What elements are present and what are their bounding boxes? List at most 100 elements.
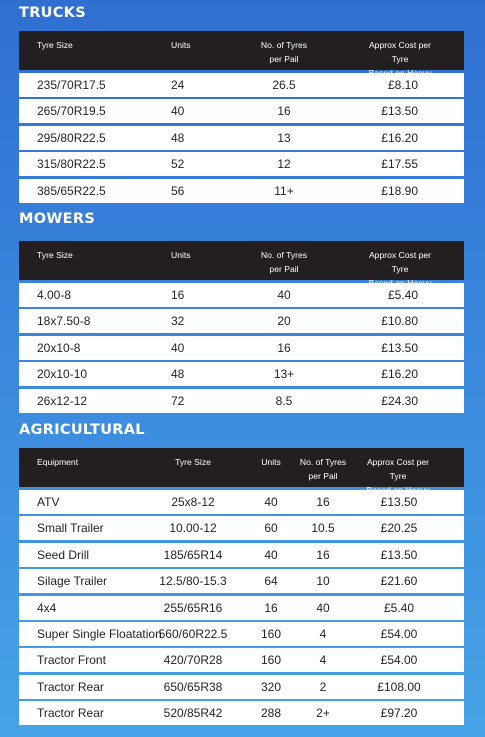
cell-units: 160 xyxy=(260,653,282,668)
table-row: 26x12-12 72 8.5 £24.30 xyxy=(19,388,464,413)
table-row: Tractor Front 420/70R28 160 4 £54.00 xyxy=(19,648,464,673)
table-row: 295/80R22.5 48 13 £16.20 xyxy=(19,125,464,150)
cell-size: 265/70R19.5 xyxy=(37,104,106,119)
cell-units: 52 xyxy=(171,157,185,172)
trucks-table: Tyre Size Units No. of Tyres per Pail Ap… xyxy=(19,31,464,203)
header-tyres-line2: per Pail xyxy=(269,54,299,64)
agricultural-table: Equipment Tyre Size Units No. of Tyres p… xyxy=(19,448,464,726)
header-tyres-per-pail: No. of Tyres per Pail xyxy=(300,455,346,483)
table-row: Tractor Rear 650/65R38 320 2 £108.00 xyxy=(19,674,464,699)
header-cost-line1: Approx Cost per Tyre xyxy=(368,250,432,274)
cell-equipment: Small Trailer xyxy=(37,521,104,536)
table-row: Super Single Floatation 560/60R22.5 160 4 £5… xyxy=(19,622,464,646)
cell-size: 520/85R42 xyxy=(163,706,223,721)
cell-cost: £5.40 xyxy=(387,288,418,302)
cell-cost: £10.80 xyxy=(381,314,418,329)
header-units: Units xyxy=(261,457,281,467)
cell-equipment: Seed Drill xyxy=(37,547,90,562)
cell-cost: £17.55 xyxy=(381,157,418,172)
cell-size: 315/80R22.5 xyxy=(37,157,106,172)
cell-tyres: 40 xyxy=(277,288,291,302)
cell-units: 60 xyxy=(264,521,278,536)
cell-units: 288 xyxy=(260,706,282,721)
header-units: Units xyxy=(171,250,191,260)
header-tyres-line2: per Pail xyxy=(308,471,338,481)
cell-size: 295/80R22.5 xyxy=(37,130,106,145)
cell-units: 40 xyxy=(171,340,185,355)
cell-units: 72 xyxy=(171,393,185,408)
cell-units: 56 xyxy=(171,183,185,198)
cell-cost: £54.00 xyxy=(380,627,418,641)
cell-cost: £16.20 xyxy=(381,130,418,145)
cell-units: 40 xyxy=(264,547,278,562)
cell-tyres: 2+ xyxy=(316,706,330,721)
header-equipment: Equipment xyxy=(37,457,79,467)
table-row: 265/70R19.5 40 16 £13.50 xyxy=(19,99,464,124)
table-row: Seed Drill 185/65R14 40 16 £13.50 xyxy=(19,542,464,567)
cell-cost: £13.50 xyxy=(381,104,418,119)
header-tyres-per-pail: No. of Tyres per Pail xyxy=(261,248,307,276)
cell-tyres: 16 xyxy=(316,547,330,562)
cell-size: 650/65R38 xyxy=(163,679,223,694)
cell-units: 40 xyxy=(264,495,278,509)
table-row: ATV 25x8-12 40 16 £13.50 xyxy=(19,490,464,514)
cell-size: 255/65R16 xyxy=(163,600,223,615)
cell-size: 385/65R22.5 xyxy=(37,183,106,198)
section-title-agricultural: AGRICULTURAL xyxy=(19,422,145,438)
header-tyres-line1: No. of Tyres xyxy=(260,250,308,260)
header-tyres-per-pail: No. of Tyres per Pail xyxy=(261,38,307,66)
cell-size: 20x10-8 xyxy=(37,340,81,355)
table-row: 20x10-8 40 16 £13.50 xyxy=(19,335,464,360)
cell-units: 48 xyxy=(171,367,185,382)
cell-cost: £20.25 xyxy=(380,521,418,536)
cell-equipment: Super Single Floatation xyxy=(37,627,162,641)
cell-tyres: 16 xyxy=(277,104,291,119)
header-units: Units xyxy=(171,40,191,50)
cell-size: 26x12-12 xyxy=(37,393,88,408)
cell-units: 32 xyxy=(171,314,185,329)
cell-tyres: 16 xyxy=(277,340,291,355)
cell-tyres: 8.5 xyxy=(275,393,293,408)
table-row: 235/70R17.5 24 26.5 £8.10 xyxy=(19,73,464,97)
cell-units: 16 xyxy=(264,600,278,615)
cell-cost: £97.20 xyxy=(380,706,418,721)
cell-units: 64 xyxy=(264,574,278,589)
header-tyres-line1: No. of Tyres xyxy=(260,40,308,50)
table-header: Equipment Tyre Size Units No. of Tyres p… xyxy=(19,448,464,509)
cell-units: 16 xyxy=(171,288,185,302)
section-title-trucks: TRUCKS xyxy=(19,5,86,21)
cell-cost: £5.40 xyxy=(383,600,415,615)
cell-tyres: 10.5 xyxy=(311,521,335,536)
cell-equipment: Tractor Rear xyxy=(37,679,104,694)
cell-size: 420/70R28 xyxy=(163,653,223,668)
cell-size: 12.5/80-15.3 xyxy=(159,574,227,589)
cell-size: 185/65R14 xyxy=(163,547,223,562)
header-tyre-size: Tyre Size xyxy=(175,457,211,467)
table-row: 4x4 255/65R16 16 40 £5.40 xyxy=(19,595,464,620)
cell-equipment: Silage Trailer xyxy=(37,574,108,589)
cell-tyres: 4 xyxy=(319,653,327,668)
cell-size: 560/60R22.5 xyxy=(158,627,228,641)
cell-size: 235/70R17.5 xyxy=(37,78,106,92)
cell-tyres: 13 xyxy=(277,130,291,145)
cell-tyres: 2 xyxy=(319,679,327,694)
table-row: 18x7.50-8 32 20 £10.80 xyxy=(19,309,464,334)
table-row: Silage Trailer 12.5/80-15.3 64 10 £21.60 xyxy=(19,569,464,594)
table-row: 315/80R22.5 52 12 £17.55 xyxy=(19,152,464,177)
table-header: Tyre Size Units No. of Tyres per Pail Ap… xyxy=(19,31,464,92)
cell-tyres: 16 xyxy=(316,495,330,509)
table-header: Tyre Size Units No. of Tyres per Pail Ap… xyxy=(19,241,464,302)
cell-tyres: 10 xyxy=(316,574,330,589)
cell-size: 4.00-8 xyxy=(37,288,72,302)
header-tyres-line1: No. of Tyres xyxy=(299,457,347,467)
cell-tyres: 11+ xyxy=(274,183,294,198)
cell-units: 320 xyxy=(260,679,282,694)
cell-tyres: 13+ xyxy=(273,367,295,382)
table-row: Small Trailer 10.00-12 60 10.5 £20.25 xyxy=(19,516,464,541)
table-row: 20x10-10 48 13+ £16.20 xyxy=(19,362,464,387)
cell-cost: £21.60 xyxy=(380,574,418,589)
cell-units: 40 xyxy=(171,104,185,119)
header-tyre-size: Tyre Size xyxy=(37,40,73,50)
cell-equipment: ATV xyxy=(37,495,60,509)
cell-equipment: 4x4 xyxy=(37,600,57,615)
